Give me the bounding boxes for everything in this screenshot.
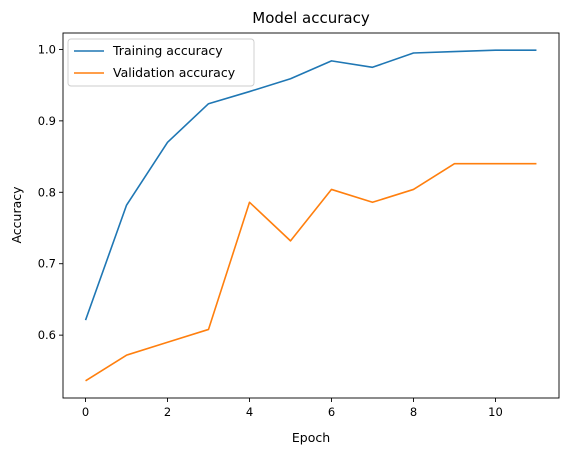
legend-label-validation: Validation accuracy <box>113 65 236 80</box>
y-tick-label: 0.6 <box>38 328 56 342</box>
x-axis-label: Epoch <box>292 430 330 445</box>
plot-area: 0 2 4 6 8 10 0.6 0.7 0.8 0.9 1.0 <box>38 32 560 419</box>
validation-accuracy-line <box>85 162 537 382</box>
plot-frame <box>62 32 560 399</box>
x-tick-label: 2 <box>164 405 171 419</box>
y-tick-label: 1.0 <box>38 42 56 56</box>
y-axis-label: Accuracy <box>9 186 24 244</box>
training-accuracy-line <box>84 49 537 321</box>
legend-label-training: Training accuracy <box>112 43 223 58</box>
y-axis: 0.6 0.7 0.8 0.9 1.0 <box>38 42 63 342</box>
x-tick-label: 4 <box>246 405 253 419</box>
legend-frame <box>67 38 255 87</box>
y-tick-label: 0.9 <box>38 114 56 128</box>
legend: Training accuracy Validation accuracy <box>67 38 255 87</box>
y-tick-label: 0.8 <box>38 185 56 199</box>
y-tick-label: 0.7 <box>38 257 56 271</box>
series-lines <box>84 49 537 382</box>
x-tick-label: 10 <box>488 405 503 419</box>
x-tick-label: 6 <box>328 405 335 419</box>
chart-title: Model accuracy <box>252 9 370 27</box>
x-axis: 0 2 4 6 8 10 <box>82 398 503 419</box>
x-tick-label: 0 <box>82 405 89 419</box>
x-tick-label: 8 <box>410 405 417 419</box>
